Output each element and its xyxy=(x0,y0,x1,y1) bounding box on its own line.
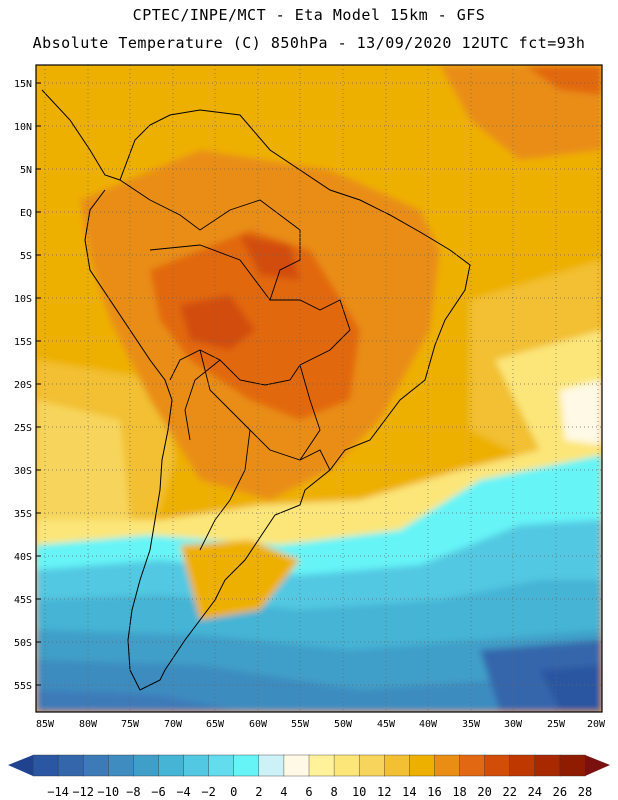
colorbar-swatch xyxy=(434,754,461,777)
coastline xyxy=(41,89,471,691)
colorbar-label: 28 xyxy=(578,785,592,799)
colorbar-right-arrow xyxy=(585,755,610,776)
colorbar-label: 26 xyxy=(553,785,567,799)
colorbar-label: 4 xyxy=(280,785,287,799)
colorbar-label: −14 xyxy=(47,785,69,799)
title-line-2: Absolute Temperature (C) 850hPa - 13/09/… xyxy=(32,34,586,52)
colorbar-label: 6 xyxy=(305,785,312,799)
colorbar-swatch xyxy=(559,754,586,777)
colorbar-swatch xyxy=(384,754,411,777)
colorbar-label: −12 xyxy=(72,785,94,799)
colorbar-swatch xyxy=(208,754,235,777)
lon-label: 55W xyxy=(291,719,310,730)
colorbar-swatch xyxy=(133,754,160,777)
colorbar-swatch xyxy=(233,754,260,777)
atlantic-cream xyxy=(560,380,602,445)
lat-label: 45S xyxy=(14,595,32,606)
lat-label: 30S xyxy=(14,466,32,477)
lon-label: 35W xyxy=(462,719,481,730)
colorbar-swatch xyxy=(534,754,561,777)
colorbar-labels: −14 −12 −10 −8 −6 −4 −2 0 2 4 6 8 10 12 14 16 18 20 22 24 26… xyxy=(47,785,592,799)
lat-label: EQ xyxy=(20,208,32,219)
colorbar-label: −6 xyxy=(151,785,165,799)
lat-label: 15N xyxy=(14,79,32,90)
colorbar-swatches xyxy=(32,754,586,777)
continental-hottest xyxy=(180,295,255,350)
lat-label: 15S xyxy=(14,337,32,348)
amazon-hot-spot xyxy=(240,235,300,280)
lat-label: 55S xyxy=(14,681,32,692)
colorbar-label: 20 xyxy=(477,785,491,799)
colorbar-swatch xyxy=(82,754,109,777)
lon-label: 20W xyxy=(587,719,606,730)
ne-hot-corner xyxy=(525,65,602,95)
colorbar-label: 18 xyxy=(452,785,466,799)
colorbar-label: 16 xyxy=(427,785,441,799)
lon-label: 65W xyxy=(206,719,225,730)
colorbar-swatch xyxy=(32,754,59,777)
lon-label: 40W xyxy=(419,719,438,730)
colorbar-label: 12 xyxy=(377,785,391,799)
colorbar-swatch xyxy=(308,754,335,777)
colorbar-swatch xyxy=(158,754,185,777)
lat-label: 35S xyxy=(14,509,32,520)
colorbar-swatch xyxy=(333,754,360,777)
lon-label: 30W xyxy=(504,719,523,730)
lon-label: 85W xyxy=(36,719,55,730)
colorbar-label: 0 xyxy=(230,785,237,799)
continental-hot-core xyxy=(150,230,360,420)
colorbar-swatch xyxy=(509,754,536,777)
colorbar-label: 2 xyxy=(255,785,262,799)
lon-label: 70W xyxy=(164,719,183,730)
lat-label: 20S xyxy=(14,380,32,391)
colorbar-swatch xyxy=(459,754,486,777)
colorbar-label: −10 xyxy=(97,785,119,799)
title-line-1: CPTEC/INPE/MCT - Eta Model 15km - GFS xyxy=(132,6,486,24)
colorbar-swatch xyxy=(258,754,285,777)
colorbar-label: 24 xyxy=(528,785,542,799)
lon-label: 50W xyxy=(334,719,353,730)
lat-label: 25S xyxy=(14,423,32,434)
lat-label: 40S xyxy=(14,552,32,563)
colorbar-swatch xyxy=(283,754,310,777)
colorbar-label: 14 xyxy=(402,785,416,799)
colorbar-swatch xyxy=(484,754,511,777)
lat-label: 5S xyxy=(20,251,32,262)
map-frame xyxy=(35,64,603,713)
lat-label: 10S xyxy=(14,294,32,305)
colorbar-swatch xyxy=(108,754,135,777)
colorbar-label: −2 xyxy=(201,785,215,799)
colorbar-label: −4 xyxy=(176,785,190,799)
lat-label: 5N xyxy=(20,165,32,176)
colorbar-swatch xyxy=(358,754,385,777)
colorbar-swatch xyxy=(183,754,210,777)
lat-label: 50S xyxy=(14,638,32,649)
lon-label: 45W xyxy=(377,719,396,730)
colorbar-swatch xyxy=(57,754,84,777)
lon-label: 75W xyxy=(121,719,140,730)
lat-label: 10N xyxy=(14,122,32,133)
colorbar-label: −8 xyxy=(126,785,140,799)
lon-label: 60W xyxy=(249,719,268,730)
colorbar-left-arrow xyxy=(8,755,33,776)
pacific-pale-zone xyxy=(36,400,130,530)
colorbar-swatch xyxy=(409,754,436,777)
patagonia-warm-tongue xyxy=(180,540,300,620)
colorbar-label: 22 xyxy=(503,785,517,799)
country-borders xyxy=(119,179,351,551)
lon-label: 80W xyxy=(79,719,98,730)
colorbar-label: 10 xyxy=(352,785,366,799)
colorbar-label: 8 xyxy=(330,785,337,799)
cool-band-7 xyxy=(540,665,602,712)
axis-ticks xyxy=(36,82,41,686)
lon-label: 25W xyxy=(547,719,566,730)
sw-cool-corner xyxy=(36,690,240,712)
